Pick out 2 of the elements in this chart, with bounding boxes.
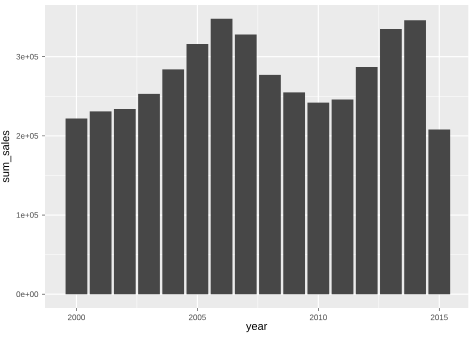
x-axis-title: year	[246, 324, 268, 332]
y-axis-title: sum_sales	[1, 130, 12, 182]
